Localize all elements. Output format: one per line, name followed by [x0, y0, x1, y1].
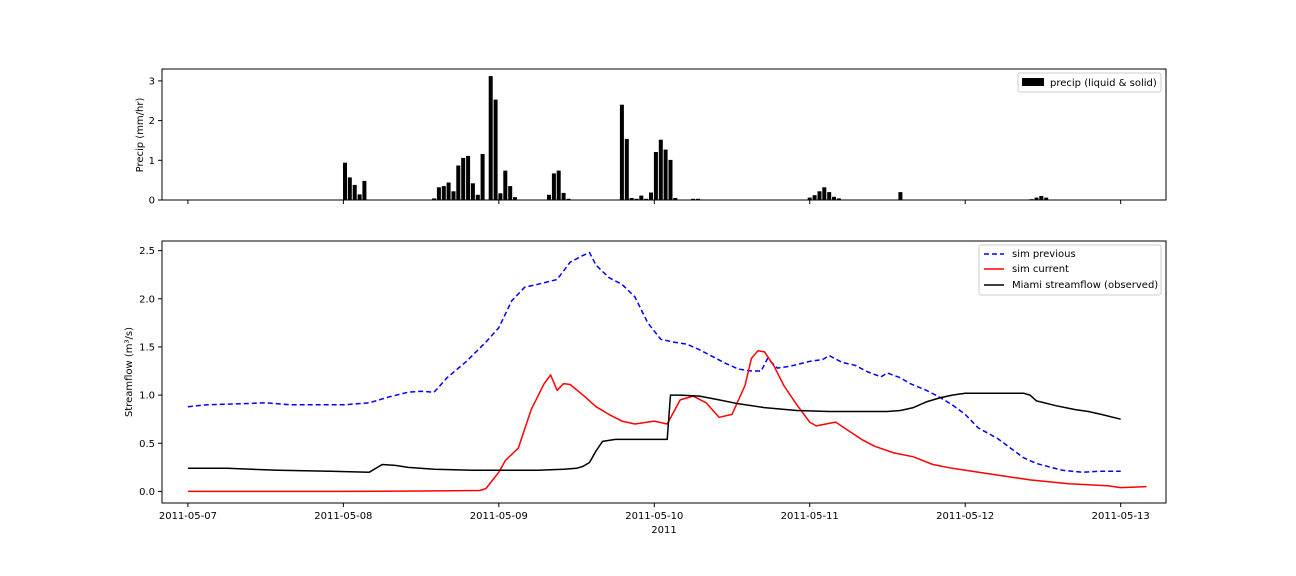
series-line-miami-streamflow-observed: [187, 392, 1121, 473]
streamflow-y-tick-label: 0.0: [139, 487, 155, 498]
streamflow-x-tick-label: 2011-05-10: [625, 511, 683, 522]
precip-bar: [658, 139, 663, 200]
precip-bar: [493, 99, 498, 200]
legend-label-observed: Miami streamflow (observed): [1012, 280, 1158, 291]
precip-y-tick-label: 1: [149, 156, 155, 167]
precip-legend-label: precip (liquid & solid): [1050, 78, 1157, 89]
precip-bar: [451, 191, 456, 200]
precip-bar: [357, 194, 362, 200]
precip-y-tick-label: 3: [149, 76, 155, 87]
streamflow-legend: sim previous sim current Miami streamflo…: [978, 244, 1162, 296]
series-line-sim-current: [187, 350, 1147, 493]
precip-bar: [561, 192, 566, 200]
precip-bar: [466, 155, 471, 200]
precip-bar: [503, 170, 508, 200]
precip-bar: [566, 198, 571, 200]
precip-bar: [343, 162, 347, 200]
precip-bar: [508, 186, 513, 200]
precip-bar: [653, 152, 658, 200]
streamflow-y-tick-label: 1.5: [139, 342, 155, 353]
precip-bar: [432, 198, 437, 200]
legend-label-sim-previous: sim previous: [1012, 249, 1076, 260]
legend-label-sim-current: sim current: [1012, 264, 1069, 275]
precip-bar: [436, 187, 441, 200]
precip-bar: [832, 196, 836, 200]
streamflow-panel: 0.00.51.01.52.02.5 2011-05-07 2011-05-08 2…: [124, 240, 1167, 536]
streamflow-legend-box: [978, 244, 1162, 296]
precip-bar: [446, 182, 451, 200]
precip-bar: [629, 198, 634, 200]
precip-bar: [624, 138, 629, 200]
precip-bar: [691, 198, 696, 200]
streamflow-x-tick-label: 2011-05-08: [314, 511, 372, 522]
precip-bar: [812, 195, 817, 200]
precip-bar: [551, 173, 556, 200]
streamflow-x-ticks: 2011-05-07 2011-05-08 2011-05-09 2011-05-10…: [159, 503, 1150, 522]
precip-bar: [362, 180, 367, 200]
streamflow-y-tick-label: 0.5: [139, 439, 155, 450]
precip-bar: [456, 165, 461, 200]
precip-bar: [673, 198, 678, 200]
precip-bar: [347, 177, 352, 200]
series-line-sim-previous: [187, 251, 1121, 473]
precip-bar: [649, 192, 653, 200]
precip-bar: [644, 198, 649, 200]
precip-bar: [619, 104, 624, 200]
streamflow-x-tick-label: 2011-05-07: [159, 511, 217, 522]
streamflow-y-axis-label: Streamflow (m³/s): [124, 327, 135, 417]
precip-bar: [898, 192, 903, 200]
precip-x-ticks: [187, 200, 1122, 204]
precip-y-ticks: 0 1 2 3: [149, 76, 162, 207]
precip-bar: [470, 183, 475, 200]
precip-y-tick-label: 2: [149, 116, 155, 127]
precip-bar: [639, 195, 644, 200]
precip-bar: [441, 186, 446, 200]
precip-y-axis-label: Precip (mm/hr): [135, 98, 146, 173]
precip-bar: [461, 157, 466, 200]
precip-bar: [352, 184, 357, 200]
precip-bar: [807, 197, 812, 200]
streamflow-x-tick-label: 2011-05-13: [1092, 511, 1150, 522]
streamflow-y-tick-label: 2.5: [139, 246, 155, 257]
precip-bar: [475, 194, 480, 200]
precip-bar: [827, 192, 832, 200]
precip-bar: [836, 198, 841, 200]
precip-bar: [1044, 197, 1049, 200]
precip-bar: [513, 197, 517, 200]
precip-bars: [343, 76, 1049, 200]
precip-panel: 0 1 2 3 Precip (mm/hr) precip (liquid & sol…: [135, 68, 1167, 207]
precip-bar: [498, 193, 503, 200]
precip-bar: [1039, 196, 1044, 200]
precip-bar: [668, 159, 673, 200]
streamflow-y-tick-label: 2.0: [139, 294, 155, 305]
streamflow-axes-frame: [161, 240, 1167, 504]
precip-y-tick-label: 0: [149, 196, 155, 207]
precip-bar: [480, 154, 485, 200]
precip-legend: precip (liquid & solid): [1017, 72, 1162, 93]
streamflow-y-ticks: 0.0 0.5 1.0 1.5 2.0 2.5: [139, 246, 162, 498]
precip-bar: [817, 191, 822, 200]
precip-bar: [488, 76, 493, 200]
precip-bar: [634, 198, 639, 200]
precip-legend-box: [1017, 72, 1162, 93]
precip-bar: [556, 170, 561, 200]
streamflow-x-tick-label: 2011-05-12: [936, 511, 994, 522]
streamflow-y-tick-label: 1.0: [139, 391, 155, 402]
precip-bar: [696, 198, 700, 200]
precip-legend-swatch: [1022, 78, 1044, 86]
streamflow-x-tick-label: 2011-05-11: [781, 511, 839, 522]
precip-bar: [663, 149, 668, 200]
precip-bar: [547, 194, 551, 200]
streamflow-lines: [187, 251, 1147, 493]
streamflow-x-axis-label: 2011: [651, 525, 676, 536]
precip-bar: [822, 187, 827, 200]
precip-bar: [1034, 197, 1039, 200]
streamflow-x-tick-label: 2011-05-09: [470, 511, 528, 522]
precip-axes-frame: [161, 68, 1167, 201]
